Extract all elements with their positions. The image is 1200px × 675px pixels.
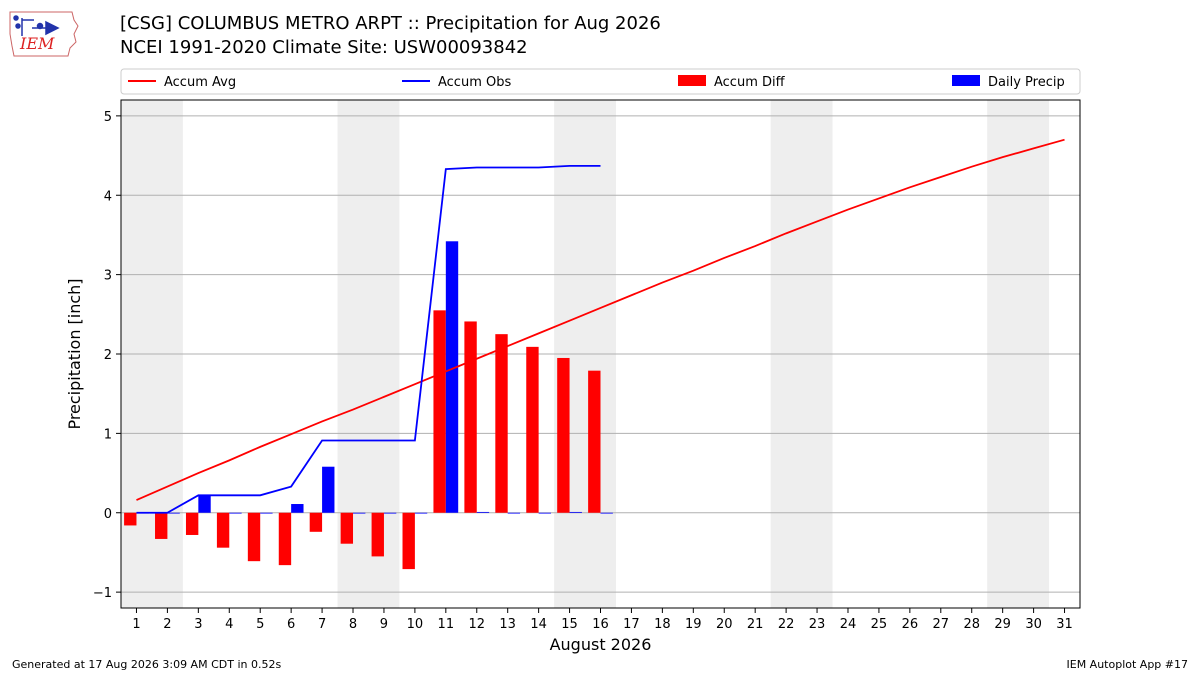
- accum-diff-bar: [340, 512, 354, 544]
- accum-diff-bar: [464, 321, 477, 513]
- accum-diff-bar: [433, 310, 446, 513]
- accum-diff-bar: [526, 346, 539, 513]
- daily-precip-bar: [569, 511, 582, 513]
- x-tick-label: 2: [163, 617, 171, 632]
- x-tick-label: 14: [530, 617, 547, 632]
- accum-obs-line: [136, 164, 601, 514]
- x-tick-label: 22: [778, 617, 795, 632]
- x-tick-label: 3: [194, 617, 202, 632]
- x-tick-label: 30: [1025, 617, 1042, 632]
- y-tick-label: −1: [93, 586, 112, 601]
- x-tick-label: 9: [380, 617, 388, 632]
- x-tick-label: 11: [438, 617, 455, 632]
- daily-precip-bar: [538, 512, 552, 514]
- daily-precip-bar: [198, 495, 211, 513]
- daily-precip-bar: [353, 512, 366, 514]
- daily-precip-bar: [229, 512, 242, 514]
- x-tick-label: 12: [468, 617, 485, 632]
- x-tick-label: 1: [132, 617, 140, 632]
- x-tick-label: 6: [287, 617, 295, 632]
- legend-daily-precip-label: Daily Precip: [988, 75, 1065, 90]
- accum-diff-bar: [278, 512, 292, 566]
- x-tick-label: 5: [256, 617, 264, 632]
- chart-title: [CSG] COLUMBUS METRO ARPT :: Precipitati…: [120, 13, 661, 34]
- y-tick-label: 3: [104, 269, 112, 284]
- daily-precip-bar: [167, 512, 180, 514]
- legend-accum-diff-label: Accum Diff: [714, 75, 786, 90]
- y-tick-label: 2: [104, 348, 112, 363]
- daily-precip-bar: [322, 466, 335, 513]
- x-tick-label: 28: [963, 617, 980, 632]
- x-tick-label: 27: [933, 617, 950, 632]
- accum-avg-line: [136, 138, 1065, 501]
- x-tick-label: 21: [747, 617, 764, 632]
- accum-diff-bar: [185, 512, 199, 535]
- x-tick-label: 15: [561, 617, 578, 632]
- accum-diff-bar: [309, 512, 323, 532]
- legend-accum-avg-label: Accum Avg: [164, 75, 236, 90]
- legend-accum-diff-swatch: [678, 75, 706, 86]
- accum-diff-bar: [402, 512, 415, 570]
- footer-app-label: IEM Autoplot App #17: [1066, 658, 1189, 671]
- daily-precip-bar: [600, 512, 613, 514]
- daily-precip-bar: [383, 512, 397, 514]
- x-tick-label: 13: [499, 617, 516, 632]
- daily-precip-bar: [507, 512, 521, 514]
- accum-diff-bar: [247, 512, 261, 562]
- accum-diff-bar: [371, 512, 384, 557]
- x-tick-label: 19: [685, 617, 702, 632]
- x-tick-label: 31: [1056, 617, 1073, 632]
- x-tick-label: 24: [840, 617, 857, 632]
- daily-precip-bar: [260, 512, 273, 514]
- iem-logo: IEM: [9, 11, 79, 57]
- x-tick-label: 25: [871, 617, 888, 632]
- y-tick-label: 1: [104, 427, 112, 442]
- x-tick-label: 8: [349, 617, 357, 632]
- y-axis-label: Precipitation [inch]: [65, 278, 84, 429]
- accum-diff-bar: [124, 512, 137, 526]
- x-axis-label: August 2026: [550, 635, 652, 654]
- accum-diff-bar: [495, 334, 508, 513]
- y-tick-label: 0: [104, 507, 112, 522]
- x-tick-label: 20: [716, 617, 733, 632]
- iowa-outline-icon: [9, 11, 79, 57]
- y-tick-label: 4: [104, 189, 112, 204]
- legend-accum-obs-label: Accum Obs: [438, 75, 511, 90]
- daily-precip-bar: [414, 512, 428, 514]
- x-tick-label: 18: [654, 617, 671, 632]
- x-tick-label: 7: [318, 617, 326, 632]
- logo-text: IEM: [19, 34, 55, 53]
- weather-station-icon: [13, 15, 60, 36]
- accum-diff-bar: [557, 357, 570, 513]
- x-tick-label: 26: [902, 617, 919, 632]
- footer-generated-text: Generated at 17 Aug 2026 3:09 AM CDT in …: [12, 658, 282, 671]
- x-tick-label: 17: [623, 617, 640, 632]
- x-tick-label: 4: [225, 617, 233, 632]
- chart-subtitle: NCEI 1991-2020 Climate Site: USW00093842: [120, 37, 528, 58]
- x-tick-label: 10: [407, 617, 424, 632]
- legend-box: [120, 68, 1081, 95]
- y-tick-label: 5: [104, 110, 112, 125]
- x-tick-label: 29: [994, 617, 1011, 632]
- daily-precip-bar: [445, 241, 459, 513]
- x-tick-label: 16: [592, 617, 609, 632]
- legend-daily-precip-swatch: [952, 75, 980, 86]
- daily-precip-bar: [476, 511, 490, 513]
- accum-diff-bar: [216, 512, 230, 548]
- accum-diff-bar: [588, 370, 601, 513]
- x-tick-label: 23: [809, 617, 826, 632]
- daily-precip-bar: [291, 504, 304, 513]
- accum-diff-bar: [155, 512, 168, 539]
